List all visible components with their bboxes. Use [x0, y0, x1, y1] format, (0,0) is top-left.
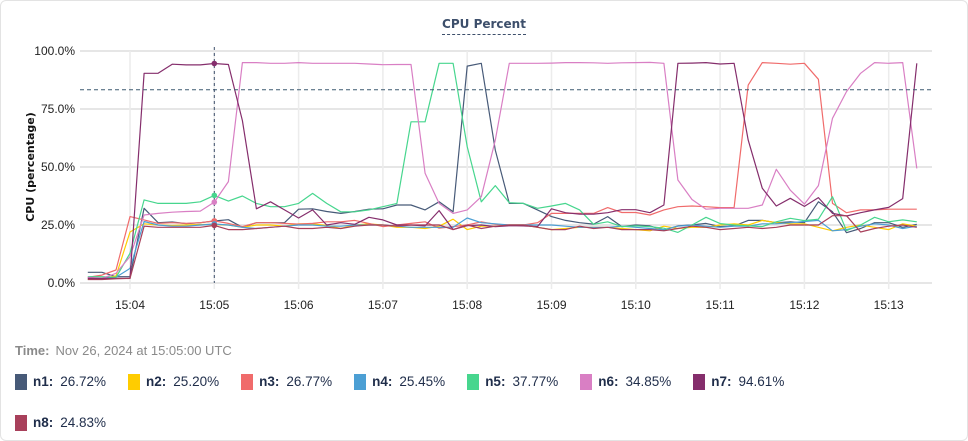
legend-label: n5:: [485, 374, 506, 389]
x-tick-label: 15:08: [452, 298, 482, 312]
legend-value: 26.72%: [60, 374, 107, 389]
series-line-n4[interactable]: [87, 217, 917, 280]
swatch-n7: [693, 373, 706, 390]
x-tick-label: 15:13: [874, 298, 904, 312]
swatch-n4: [354, 373, 367, 390]
legend: n1: 26.72% n2: 25.20% n3: 26.77% n4: 25.45% …: [15, 373, 955, 431]
x-axis-ticks: 15:04 15:05 15:06 15:07 15:08 15:09 15:10 15:11…: [115, 298, 904, 312]
legend-value: 34.85%: [625, 374, 672, 389]
tooltip-time: Time: Nov 26, 2024 at 15:05:00 UTC: [15, 343, 232, 358]
legend-item-n6[interactable]: n6: 34.85%: [580, 373, 671, 390]
legend-item-n5[interactable]: n5: 37.77%: [467, 373, 558, 390]
x-tick-label: 15:11: [706, 298, 735, 312]
crosshair-dot-n5: [211, 192, 218, 199]
legend-label: n2:: [146, 374, 167, 389]
y-tick-label: 0.0%: [48, 276, 76, 290]
legend-item-n8[interactable]: n8: 24.83%: [15, 414, 106, 431]
x-tick-label: 15:04: [115, 298, 145, 312]
crosshair-dots: [211, 60, 218, 229]
swatch-n5: [467, 373, 480, 390]
series-line-n7[interactable]: [87, 61, 918, 279]
time-label: Time:: [15, 343, 50, 358]
swatch-n8: [15, 414, 27, 431]
legend-label: n6:: [598, 374, 619, 389]
legend-label: n1:: [33, 374, 54, 389]
swatch-n2: [128, 373, 141, 390]
legend-value: 25.20%: [173, 374, 220, 389]
x-tick-label: 15:12: [789, 298, 819, 312]
x-tick-label: 15:09: [536, 298, 566, 312]
crosshair-dot-n8: [211, 222, 218, 229]
swatch-n6: [580, 373, 593, 390]
series-line-n2[interactable]: [87, 218, 917, 280]
legend-value: 25.45%: [399, 374, 446, 389]
x-tick-label: 15:05: [199, 298, 229, 312]
crosshair-dot-n6: [211, 199, 218, 205]
x-tick-label: 15:07: [368, 298, 398, 312]
swatch-n3: [241, 373, 254, 390]
legend-label: n3:: [259, 374, 280, 389]
legend-item-n7[interactable]: n7: 94.61%: [693, 373, 784, 390]
series-line-n8[interactable]: [87, 215, 917, 281]
legend-label: n8:: [33, 415, 54, 430]
legend-item-n3[interactable]: n3: 26.77%: [241, 373, 332, 390]
legend-item-n1[interactable]: n1: 26.72%: [15, 373, 106, 390]
cpu-line-chart[interactable]: 0.0%25.0%50.0%75.0%100.0% 15:04 15:05 15:0…: [0, 0, 968, 330]
series-line-n3[interactable]: [87, 61, 917, 278]
x-tick-label: 15:06: [284, 298, 314, 312]
chart-title-wrap: CPU Percent: [0, 15, 968, 35]
y-tick-label: 50.0%: [41, 160, 75, 174]
legend-value: 94.61%: [738, 374, 785, 389]
series-line-n6[interactable]: [87, 61, 918, 279]
time-value: Nov 26, 2024 at 15:05:00 UTC: [55, 343, 232, 358]
series-line-n1[interactable]: [87, 62, 917, 278]
y-axis-label: CPU (percentage): [24, 112, 37, 222]
legend-value: 26.77%: [286, 374, 333, 389]
y-axis-ticks: 0.0% 25.0% 50.0% 75.0% 100.0%: [34, 44, 75, 290]
legend-item-n4[interactable]: n4: 25.45%: [354, 373, 445, 390]
series-line-n5[interactable]: [87, 62, 917, 278]
legend-value: 37.77%: [512, 374, 559, 389]
y-tick-label: 100.0%: [34, 44, 75, 58]
legend-label: n4:: [372, 374, 393, 389]
grid: [80, 50, 932, 289]
crosshair-dot-n7: [211, 60, 218, 67]
swatch-n1: [15, 373, 27, 390]
chart-title[interactable]: CPU Percent: [442, 17, 526, 35]
x-tick-label: 15:10: [621, 298, 651, 312]
legend-item-n2[interactable]: n2: 25.20%: [128, 373, 219, 390]
y-tick-label: 75.0%: [41, 102, 75, 116]
y-tick-label: 25.0%: [41, 218, 75, 232]
legend-value: 24.83%: [60, 415, 107, 430]
legend-label: n7:: [711, 374, 732, 389]
series-lines: [87, 61, 918, 281]
